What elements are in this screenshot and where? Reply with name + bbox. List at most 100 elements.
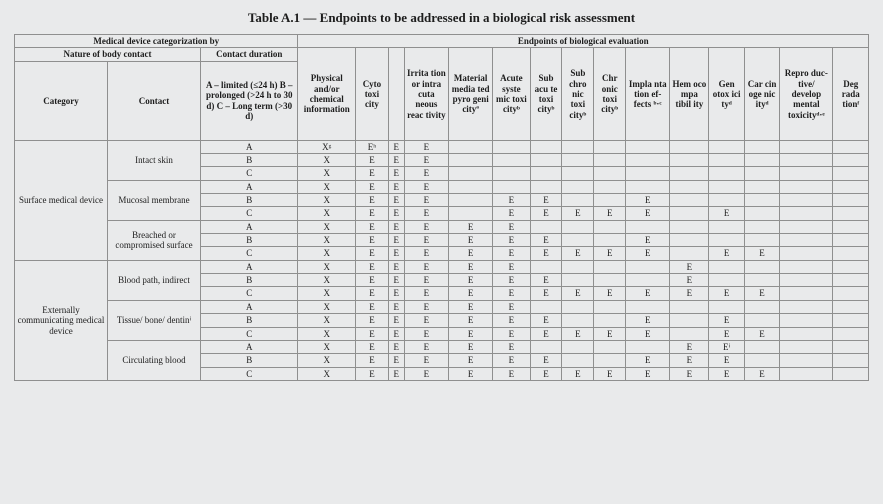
endpoint-cell: E <box>530 194 562 207</box>
endpoint-cell: E <box>493 367 530 380</box>
endpoint-cell <box>594 180 626 193</box>
hdr-carcin: Car cin oge nic ityᵈ <box>744 48 779 140</box>
endpoint-cell <box>709 167 744 180</box>
endpoint-cell <box>744 220 779 233</box>
endpoint-cell <box>780 207 833 220</box>
table-title: Table A.1 — Endpoints to be addressed in… <box>14 10 869 26</box>
endpoint-cell: E <box>744 367 779 380</box>
duration-cell: C <box>201 287 298 300</box>
table-row: Tissue/ bone/ dentinⁱAXEEEEE <box>15 300 869 313</box>
endpoint-cell <box>709 220 744 233</box>
endpoint-cell <box>562 354 594 367</box>
endpoint-cell <box>780 140 833 153</box>
table-row: Externally communicating medical deviceB… <box>15 260 869 273</box>
endpoint-cell: E <box>449 327 493 340</box>
endpoint-cell: E <box>709 354 744 367</box>
endpoint-cell: E <box>493 247 530 260</box>
endpoint-cell: E <box>388 234 404 247</box>
endpoint-cell: Eʰ <box>356 140 389 153</box>
endpoint-cell <box>449 194 493 207</box>
endpoint-cell <box>449 207 493 220</box>
endpoint-cell <box>670 180 709 193</box>
endpoint-cell <box>833 234 869 247</box>
endpoint-cell: E <box>404 300 448 313</box>
endpoint-cell: E <box>388 220 404 233</box>
endpoint-cell <box>449 154 493 167</box>
endpoint-cell: E <box>594 287 626 300</box>
contact-cell: Circulating blood <box>108 340 201 380</box>
endpoint-cell: E <box>562 247 594 260</box>
endpoint-cell <box>780 180 833 193</box>
endpoint-cell: E <box>404 287 448 300</box>
endpoint-cell: E <box>356 167 389 180</box>
hdr-subacute: Sub acu te toxi cityᵇ <box>530 48 562 140</box>
endpoint-cell <box>670 220 709 233</box>
hdr-duration-legend: A – limited (≤24 h) B – prolonged (>24 h… <box>201 61 298 140</box>
endpoint-cell: E <box>356 287 389 300</box>
endpoint-cell: E <box>388 340 404 353</box>
endpoint-cell: E <box>356 247 389 260</box>
table-row: Surface medical deviceIntact skinAXᵍEʰEE <box>15 140 869 153</box>
endpoint-cell <box>626 220 670 233</box>
endpoint-cell <box>833 220 869 233</box>
hdr-physical: Physical and/or chemical informa­tion <box>298 48 356 140</box>
endpoint-cell <box>833 274 869 287</box>
category-cell: Surface medical device <box>15 140 108 260</box>
endpoint-cell: E <box>404 247 448 260</box>
endpoint-cell: E <box>530 247 562 260</box>
endpoint-cell <box>670 194 709 207</box>
endpoint-cell: E <box>594 327 626 340</box>
endpoint-cell <box>744 140 779 153</box>
endpoint-cell <box>780 274 833 287</box>
endpoint-cell <box>449 167 493 180</box>
endpoint-cell <box>833 180 869 193</box>
endpoint-cell <box>709 180 744 193</box>
endpoint-cell: E <box>356 207 389 220</box>
endpoint-cell <box>744 300 779 313</box>
endpoint-cell: E <box>388 287 404 300</box>
table-row: Circulating bloodAXEEEEEEEⁱ <box>15 340 869 353</box>
endpoint-cell <box>562 194 594 207</box>
endpoint-cell: E <box>530 354 562 367</box>
endpoint-cell <box>833 260 869 273</box>
endpoint-cell: E <box>449 340 493 353</box>
endpoint-cell: E <box>562 287 594 300</box>
endpoint-cell <box>530 340 562 353</box>
endpoint-cell: X <box>298 260 356 273</box>
endpoint-cell: E <box>388 194 404 207</box>
hdr-chronic: Chr onic toxi cityᵇ <box>594 48 626 140</box>
endpoint-cell <box>562 180 594 193</box>
duration-cell: B <box>201 234 298 247</box>
endpoint-cell: E <box>670 260 709 273</box>
endpoint-cell <box>626 260 670 273</box>
table-row: Mucosal membraneAXEEE <box>15 180 869 193</box>
endpoint-cell <box>449 140 493 153</box>
endpoint-cell <box>744 260 779 273</box>
hdr-material: Ma­terial media ted pyro geni cityª <box>449 48 493 140</box>
endpoint-cell <box>709 260 744 273</box>
endpoint-cell: E <box>388 354 404 367</box>
endpoint-cell: X <box>298 340 356 353</box>
endpoint-cell: X <box>298 154 356 167</box>
endpoint-cell: E <box>449 354 493 367</box>
endpoint-cell: X <box>298 287 356 300</box>
endpoint-cell: X <box>298 180 356 193</box>
endpoint-cell <box>626 300 670 313</box>
endpoint-cell <box>626 340 670 353</box>
endpoint-cell: E <box>493 220 530 233</box>
hdr-contact-duration: Contact duration <box>201 48 298 61</box>
endpoint-cell: E <box>388 327 404 340</box>
endpoint-cell: E <box>626 247 670 260</box>
endpoint-cell: E <box>493 300 530 313</box>
endpoint-cell: E <box>356 354 389 367</box>
endpoint-cell: E <box>530 274 562 287</box>
endpoint-cell <box>626 140 670 153</box>
endpoint-cell: E <box>594 247 626 260</box>
endpoint-cell: E <box>356 340 389 353</box>
endpoint-cell: E <box>562 367 594 380</box>
endpoint-cell: E <box>493 340 530 353</box>
endpoint-cell <box>833 167 869 180</box>
duration-cell: A <box>201 180 298 193</box>
endpoint-cell <box>670 140 709 153</box>
endpoint-cell: E <box>449 367 493 380</box>
